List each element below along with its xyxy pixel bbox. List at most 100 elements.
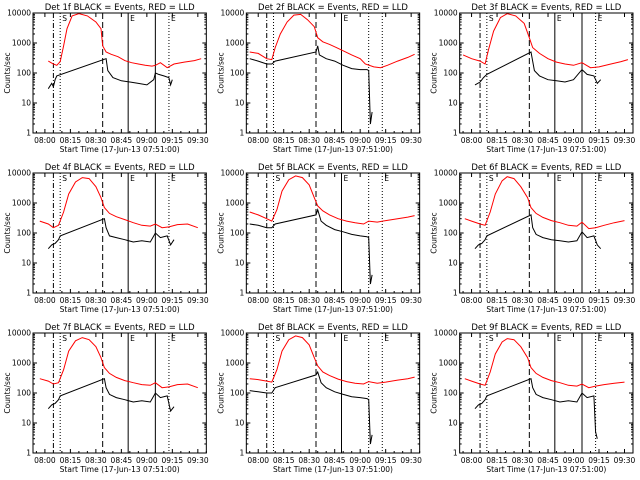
x-axis-label: Start Time (17-Jun-13 07:51:00) xyxy=(486,145,606,154)
y-tick-label: 10 xyxy=(448,259,458,268)
event-marker-label: S xyxy=(489,174,494,183)
x-tick-label: 08:45 xyxy=(324,296,346,305)
event-marker-label: S xyxy=(489,14,494,23)
x-tick-label: 08:45 xyxy=(537,136,559,145)
events-series-line xyxy=(474,378,598,439)
y-tick-label: 1000 xyxy=(439,199,458,208)
event-marker-label: E xyxy=(130,334,135,343)
x-tick-label: 09:30 xyxy=(187,296,209,305)
x-axis-label: Start Time (17-Jun-13 07:51:00) xyxy=(486,305,606,314)
panel-title: Det 6f BLACK = Events, RED = LLD xyxy=(471,163,621,173)
y-tick-label: 10 xyxy=(448,99,458,108)
x-tick-label: 08:15 xyxy=(60,136,82,145)
x-tick-label: 08:30 xyxy=(298,296,320,305)
panel-title: Det 3f BLACK = Events, RED = LLD xyxy=(471,3,621,13)
x-tick-label: 09:30 xyxy=(187,136,209,145)
x-tick-label: 08:30 xyxy=(512,136,534,145)
x-tick-label: 08:15 xyxy=(486,136,508,145)
lld-series-line xyxy=(48,13,202,69)
lld-series-line xyxy=(464,338,625,389)
x-tick-label: 08:00 xyxy=(34,136,56,145)
y-tick-label: 100 xyxy=(17,69,32,78)
y-tick-label: 100 xyxy=(17,229,32,238)
series-group xyxy=(249,335,415,445)
y-tick-label: 10000 xyxy=(434,9,458,18)
event-marker-label: E xyxy=(343,174,348,183)
x-tick-label: 09:15 xyxy=(375,136,397,145)
x-tick-label: 09:00 xyxy=(563,136,585,145)
y-tick-label: 1 xyxy=(240,129,245,138)
x-tick-label: 08:15 xyxy=(273,296,295,305)
y-tick-label: 1 xyxy=(453,129,458,138)
series-group xyxy=(39,337,198,413)
y-axis-label: Counts/sec xyxy=(216,52,225,93)
series-group xyxy=(249,13,415,125)
event-marker-label: E xyxy=(384,334,389,343)
x-tick-label: 09:15 xyxy=(588,296,610,305)
x-tick-label: 09:00 xyxy=(563,296,585,305)
x-tick-label: 09:00 xyxy=(349,296,371,305)
x-tick-label: 08:45 xyxy=(537,456,559,465)
x-tick-label: 09:30 xyxy=(400,136,422,145)
event-marker-label: E xyxy=(171,334,176,343)
y-tick-label: 1000 xyxy=(439,39,458,48)
panel-title: Det 8f BLACK = Events, RED = LLD xyxy=(258,323,408,333)
y-tick-label: 1 xyxy=(453,289,458,298)
panel-title: Det 4f BLACK = Events, RED = LLD xyxy=(45,163,195,173)
lld-series-line xyxy=(249,175,415,225)
x-tick-label: 09:00 xyxy=(349,136,371,145)
x-tick-label: 09:30 xyxy=(400,296,422,305)
x-tick-label: 08:00 xyxy=(461,296,483,305)
y-tick-label: 10 xyxy=(235,419,245,428)
x-tick-label: 08:30 xyxy=(512,296,534,305)
x-tick-label: 08:30 xyxy=(298,136,320,145)
event-marker-label: E xyxy=(557,174,562,183)
plot-frame xyxy=(459,172,634,294)
y-tick-label: 10 xyxy=(235,99,245,108)
x-tick-label: 08:00 xyxy=(247,136,269,145)
plot-frame xyxy=(32,172,207,294)
x-tick-label: 09:00 xyxy=(136,296,158,305)
y-axis-label: Counts/sec xyxy=(3,212,12,253)
x-tick-label: 09:30 xyxy=(614,296,636,305)
y-tick-label: 10000 xyxy=(7,329,31,338)
event-marker-label: S xyxy=(62,14,67,23)
event-marker-label: S xyxy=(489,334,494,343)
y-tick-label: 1000 xyxy=(225,359,244,368)
event-marker-label: E xyxy=(171,174,176,183)
y-tick-label: 1 xyxy=(26,449,31,458)
plot-frame xyxy=(245,12,421,134)
x-tick-label: 09:30 xyxy=(614,136,636,145)
x-tick-label: 08:15 xyxy=(60,456,82,465)
panel-title: Det 9f BLACK = Events, RED = LLD xyxy=(471,323,621,333)
x-tick-label: 08:15 xyxy=(273,136,295,145)
x-tick-label: 08:15 xyxy=(60,296,82,305)
y-tick-label: 10000 xyxy=(220,9,244,18)
events-series-line xyxy=(249,208,373,285)
lld-series-line xyxy=(249,335,415,385)
plot-frame xyxy=(32,12,207,134)
events-series-line xyxy=(249,370,373,445)
lld-series-line xyxy=(464,176,625,230)
y-tick-label: 1000 xyxy=(12,199,31,208)
event-marker-label: E xyxy=(384,174,389,183)
x-axis-label: Start Time (17-Jun-13 07:51:00) xyxy=(273,305,393,314)
event-marker-label: E xyxy=(557,334,562,343)
y-tick-label: 1000 xyxy=(12,359,31,368)
y-tick-label: 10000 xyxy=(7,169,31,178)
x-tick-label: 09:15 xyxy=(375,296,397,305)
event-marker-label: E xyxy=(343,14,348,23)
y-tick-label: 100 xyxy=(230,389,245,398)
events-series-line xyxy=(474,214,602,250)
lld-series-line xyxy=(39,177,198,229)
y-tick-label: 1000 xyxy=(439,359,458,368)
series-group xyxy=(464,176,625,250)
